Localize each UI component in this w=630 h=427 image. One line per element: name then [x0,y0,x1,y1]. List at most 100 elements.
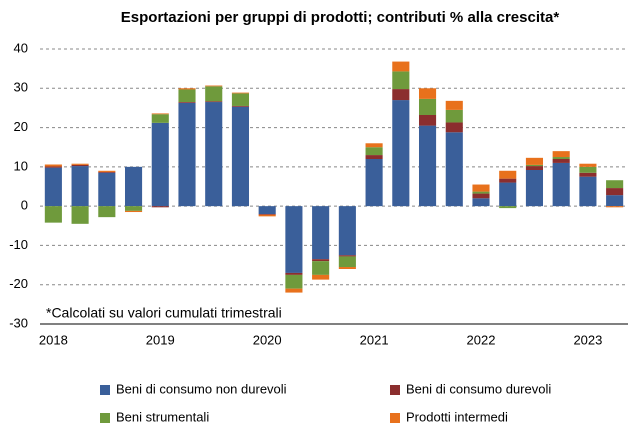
bar-segment [151,113,169,115]
bar-segment [285,274,303,289]
bar-segment [338,255,356,257]
bar-segment [525,157,544,165]
x-tick-label: 2018 [39,332,68,347]
bar-segment [151,206,169,208]
bar-segment [44,206,62,223]
legend-swatch [390,385,400,395]
legend-label: Beni di consumo durevoli [406,381,551,396]
bar-segment [606,180,624,189]
bar-segment [178,89,196,103]
y-tick-label: 0 [21,198,28,213]
y-tick-label: -30 [9,315,28,330]
bar-segment [205,102,223,207]
bar-segment [98,171,116,173]
bar-segment [44,164,62,167]
bar-segment [445,100,463,110]
bar-segment [312,261,330,275]
y-tick-label: 40 [14,40,28,55]
bar-segment [445,122,463,133]
bar-segment [392,71,410,90]
legend-label: Beni di consumo non durevoli [116,381,287,396]
x-tick-label: 2022 [467,332,496,347]
bar-segment [499,206,517,209]
bar-segment [285,288,303,293]
x-tick-label: 2021 [360,332,389,347]
y-tick-label: 10 [14,158,28,173]
bar-segment [151,114,169,123]
bar-segment [231,93,250,106]
bar-segment [365,143,383,148]
x-tick-label: 2020 [253,332,282,347]
bar-segment [606,195,624,207]
bar-segment [499,182,517,207]
bar-segment [124,206,143,211]
bar-segment [124,166,143,207]
y-tick-label: 30 [14,80,28,95]
chart-title: Esportazioni per gruppi di prodotti; con… [121,9,560,26]
bar-segment [445,132,463,207]
bar-segment [392,61,410,72]
bar-segment [445,109,463,123]
bar-segment [312,206,330,260]
bar-segment [472,198,490,207]
bar-segment [285,206,303,273]
bar-segment [205,101,223,103]
bar-segment [472,184,490,192]
bar-segment [365,147,383,156]
legend-swatch [390,413,400,423]
bar-segment [418,125,437,207]
bar-segment [98,170,116,172]
legend-label: Beni strumentali [116,409,209,424]
y-tick-label: 20 [14,119,28,134]
bar-segment [525,170,544,207]
bar-segment [71,164,89,167]
bar-segment [71,166,89,207]
bar-segment [338,256,356,268]
bar-segment [205,85,223,87]
bar-segment [178,102,196,207]
annotation: *Calcolati su valori cumulati trimestral… [46,305,282,321]
bar-segment [44,167,62,207]
bar-segment [285,272,303,275]
bar-segment [579,176,597,207]
bar-segment [178,102,196,103]
bar-segment [579,172,597,177]
bar-segment [205,86,223,102]
legend-label: Prodotti intermedi [406,409,508,424]
bar-segment [579,166,597,173]
bar-segment [606,206,624,208]
bar-segment [418,115,437,126]
bar-segment [525,166,544,170]
bar-segment [71,163,89,165]
bar-segment [338,206,356,256]
bar-segment [499,170,517,179]
legend-swatch [100,413,110,423]
bar-segment [338,267,356,269]
bar-segment [98,172,116,207]
bar-segment [552,157,570,159]
bar-segment [392,89,410,101]
bar-segment [365,155,383,159]
bar-segment [124,210,143,213]
bar-segment [258,214,276,217]
bar-segment [231,106,250,207]
y-tick-label: -10 [9,237,28,252]
bar-segment [392,100,410,207]
bar-segment [552,159,570,163]
bar-segment [525,164,544,167]
bar-segment [472,193,490,199]
bar-segment [178,88,196,90]
bar-segment [365,159,383,207]
bar-segment [151,122,169,207]
bar-segment [499,178,517,183]
bar-segment [258,206,276,214]
y-tick-label: -20 [9,276,28,291]
bar-segment [472,191,490,194]
bar-segment [552,162,570,207]
bar-segment [312,274,330,280]
bar-segment [418,88,437,99]
bar-segment [71,206,89,224]
bar-segment [231,105,250,107]
bar-segment [312,259,330,262]
